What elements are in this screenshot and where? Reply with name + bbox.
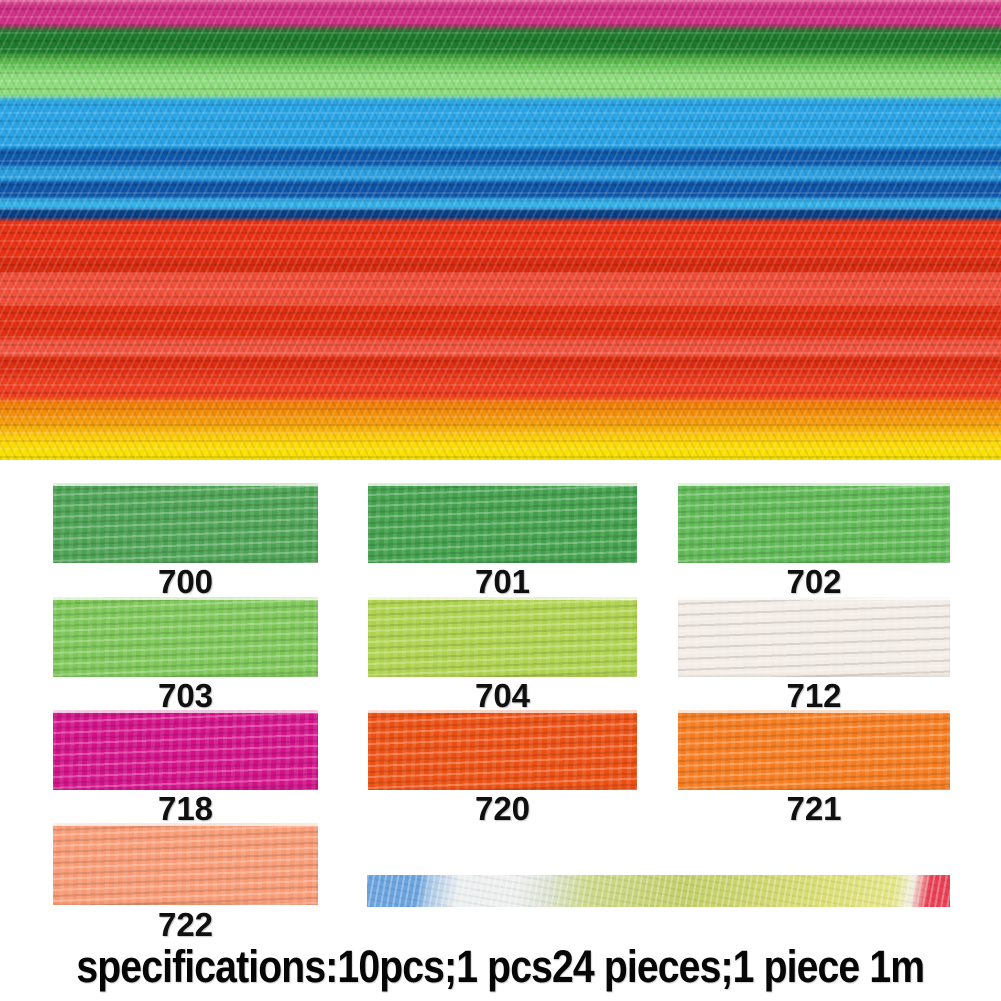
swatch-cell: 703 <box>53 597 318 714</box>
swatch-label: 701 <box>474 563 531 600</box>
swatch-label: 704 <box>474 677 531 714</box>
swatch-cell: 704 <box>368 597 637 714</box>
swatch-cell: 712 <box>678 597 950 714</box>
specifications-line: specifications:10pcs;1 pcs24 pieces;1 pi… <box>0 938 1001 996</box>
thread-swatch <box>678 597 950 677</box>
threads-strip-photo <box>367 875 950 907</box>
swatch-label: 720 <box>474 790 531 827</box>
swatch-label: 718 <box>157 790 214 827</box>
swatch-cell: 701 <box>368 483 637 600</box>
thread-swatch <box>53 483 318 563</box>
thread-swatch <box>53 823 318 905</box>
swatch-label: 700 <box>157 563 214 600</box>
thread-swatch <box>368 597 637 677</box>
swatch-label: 721 <box>786 790 842 827</box>
swatch-label: 712 <box>786 677 842 714</box>
thread-swatch <box>368 483 637 563</box>
thread-swatch <box>368 710 637 790</box>
swatch-cell: 702 <box>678 483 950 600</box>
thread-swatch <box>53 710 318 790</box>
thread-swatch <box>678 483 950 563</box>
specifications-text: specifications:10pcs;1 pcs24 pieces;1 pi… <box>76 941 926 992</box>
thread-swatch <box>53 597 318 677</box>
swatch-cell: 722 <box>53 823 318 941</box>
swatch-cell: 718 <box>53 710 318 827</box>
threads-stack-photo <box>0 0 1001 460</box>
swatch-label: 702 <box>786 563 842 600</box>
swatch-cell: 721 <box>678 710 950 827</box>
swatch-cell: 700 <box>53 483 318 600</box>
thread-swatch <box>678 710 950 790</box>
swatch-cell: 720 <box>368 710 637 827</box>
swatch-label: 722 <box>157 906 214 943</box>
swatch-label: 703 <box>157 677 214 714</box>
